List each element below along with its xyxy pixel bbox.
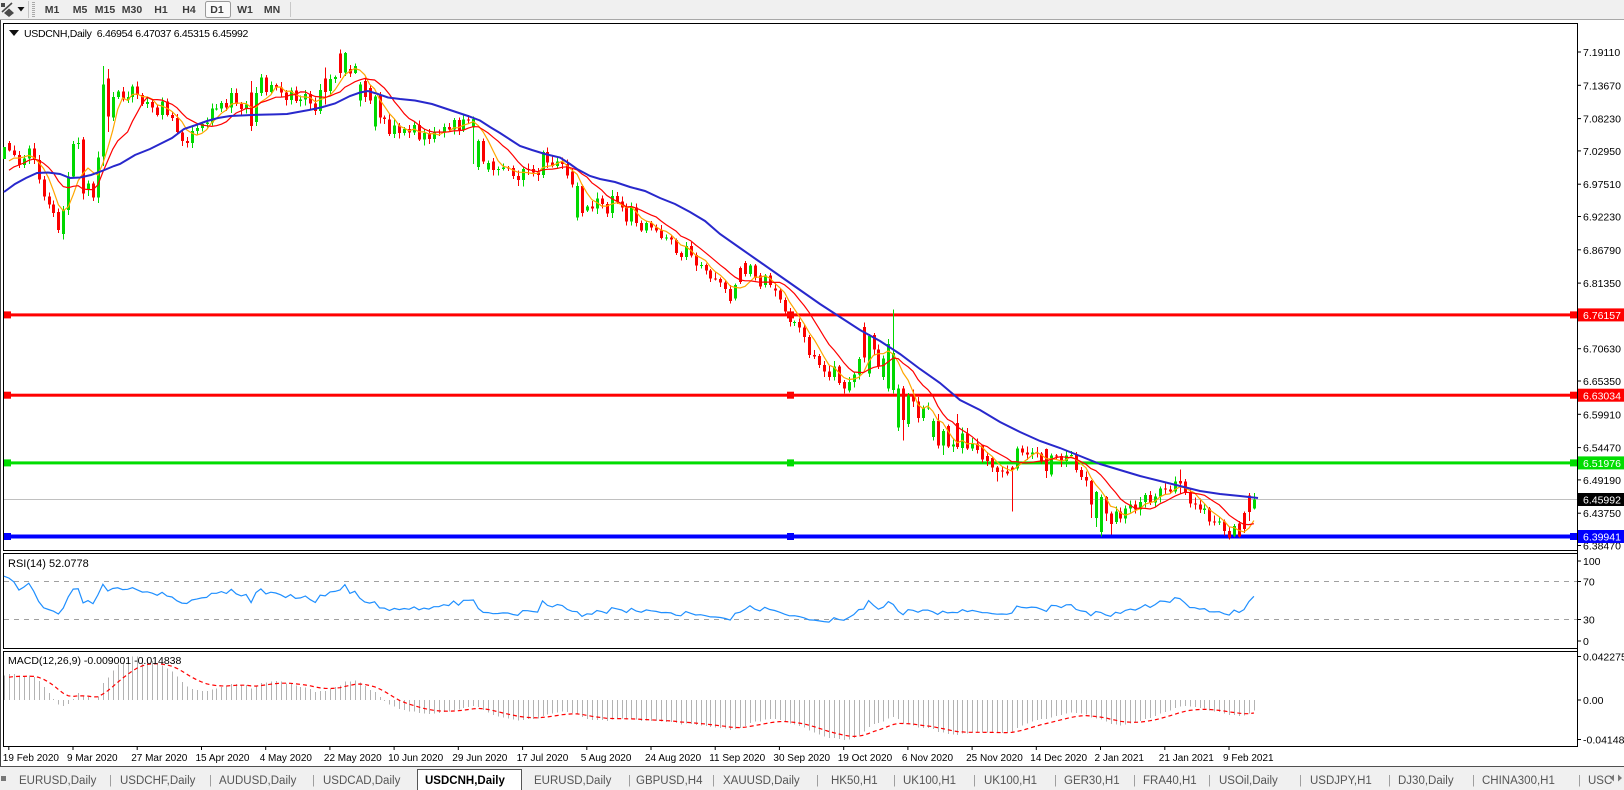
svg-text:|: |	[712, 775, 715, 787]
svg-text:9 Mar 2020: 9 Mar 2020	[67, 753, 118, 764]
svg-text:D1: D1	[210, 4, 224, 16]
svg-text:|: |	[1578, 775, 1581, 787]
svg-text:5 Aug 2020: 5 Aug 2020	[581, 753, 632, 764]
svg-text:6.76157: 6.76157	[1583, 310, 1621, 322]
svg-text:7.02950: 7.02950	[1583, 146, 1621, 158]
svg-text:|: |	[1133, 775, 1136, 787]
svg-text:11 Sep 2020: 11 Sep 2020	[709, 753, 765, 764]
svg-text:19 Feb 2020: 19 Feb 2020	[3, 753, 60, 764]
svg-text:H4: H4	[182, 4, 196, 16]
svg-text:GER30,H1: GER30,H1	[1064, 775, 1120, 787]
svg-text:9 Feb 2021: 9 Feb 2021	[1223, 753, 1274, 764]
svg-text:W1: W1	[237, 4, 253, 16]
svg-text:MACD(12,26,9) -0.009001 -0.014: MACD(12,26,9) -0.009001 -0.014838	[8, 655, 182, 667]
svg-text:6.51976: 6.51976	[1583, 458, 1621, 470]
svg-text:CHINA300,H1: CHINA300,H1	[1482, 775, 1555, 787]
svg-text:M1: M1	[45, 4, 60, 16]
svg-text:100: 100	[1583, 556, 1601, 568]
svg-text:H1: H1	[154, 4, 168, 16]
svg-text:17 Jul 2020: 17 Jul 2020	[517, 753, 569, 764]
svg-text:UK100,H1: UK100,H1	[903, 775, 956, 787]
svg-text:EURUSD,Daily: EURUSD,Daily	[534, 775, 612, 787]
svg-text:EURUSD,Daily: EURUSD,Daily	[19, 775, 97, 787]
svg-text:|: |	[816, 775, 819, 787]
svg-text:6.38470: 6.38470	[1583, 541, 1621, 553]
svg-text:21 Jan 2021: 21 Jan 2021	[1159, 753, 1214, 764]
svg-text:0.00: 0.00	[1583, 695, 1604, 707]
svg-text:2 Jan 2021: 2 Jan 2021	[1095, 753, 1145, 764]
svg-text:6.97510: 6.97510	[1583, 179, 1621, 191]
svg-text:6.54470: 6.54470	[1583, 443, 1621, 455]
svg-text:6.49190: 6.49190	[1583, 475, 1621, 487]
svg-text:USDCAD,Daily: USDCAD,Daily	[323, 775, 401, 787]
svg-text:25 Nov 2020: 25 Nov 2020	[966, 753, 1023, 764]
svg-text:0.042275: 0.042275	[1583, 652, 1624, 664]
svg-text:10 Jun 2020: 10 Jun 2020	[388, 753, 443, 764]
svg-text:-0.04148: -0.04148	[1583, 735, 1624, 747]
svg-text:AUDUSD,Daily: AUDUSD,Daily	[219, 775, 297, 787]
svg-text:MN: MN	[264, 4, 280, 16]
svg-text:|: |	[1054, 775, 1057, 787]
svg-text:USDJPY,H1: USDJPY,H1	[1310, 775, 1372, 787]
svg-text:XAUUSD,Daily: XAUUSD,Daily	[723, 775, 800, 787]
svg-text:6 Nov 2020: 6 Nov 2020	[902, 753, 954, 764]
svg-text:6.86790: 6.86790	[1583, 245, 1621, 257]
svg-text:6.63034: 6.63034	[1583, 390, 1621, 402]
svg-text:6.81350: 6.81350	[1583, 278, 1621, 290]
svg-text:6.59910: 6.59910	[1583, 409, 1621, 421]
svg-text:30 Sep 2020: 30 Sep 2020	[773, 753, 830, 764]
svg-text:|: |	[209, 775, 212, 787]
svg-text:|: |	[1388, 775, 1391, 787]
svg-text:0: 0	[1583, 636, 1589, 648]
svg-text:30: 30	[1583, 615, 1595, 627]
svg-text:27 Mar 2020: 27 Mar 2020	[131, 753, 188, 764]
svg-text:6.65350: 6.65350	[1583, 376, 1621, 388]
svg-text:|: |	[312, 775, 315, 787]
svg-text:DJ30,Daily: DJ30,Daily	[1398, 775, 1454, 787]
svg-text:15 Apr 2020: 15 Apr 2020	[196, 753, 250, 764]
svg-text:19 Oct 2020: 19 Oct 2020	[838, 753, 893, 764]
svg-text:70: 70	[1583, 577, 1595, 589]
svg-text:24 Aug 2020: 24 Aug 2020	[645, 753, 702, 764]
svg-text:HK50,H1: HK50,H1	[831, 775, 878, 787]
svg-text:6.39941: 6.39941	[1583, 532, 1621, 544]
svg-text:M5: M5	[73, 4, 88, 16]
svg-text:USDCNH,Daily 6.46954 6.47037: USDCNH,Daily 6.46954 6.47037 6.45315 6.4…	[24, 28, 249, 40]
svg-text:6.92230: 6.92230	[1583, 212, 1621, 224]
svg-text:7.13670: 7.13670	[1583, 80, 1621, 92]
svg-text:M15: M15	[95, 4, 116, 16]
svg-text:29 Jun 2020: 29 Jun 2020	[452, 753, 507, 764]
svg-text:M30: M30	[122, 4, 143, 16]
svg-text:USDCNH,Daily: USDCNH,Daily	[425, 775, 505, 787]
svg-text:FRA40,H1: FRA40,H1	[1143, 775, 1197, 787]
svg-text:USDCHF,Daily: USDCHF,Daily	[120, 775, 196, 787]
svg-text:6.43750: 6.43750	[1583, 508, 1621, 520]
svg-text:|: |	[1299, 775, 1302, 787]
svg-text:|: |	[973, 775, 976, 787]
svg-text:4 May 2020: 4 May 2020	[260, 753, 313, 764]
svg-text:|: |	[628, 775, 631, 787]
svg-text:USOil,Daily: USOil,Daily	[1219, 775, 1278, 787]
svg-text:22 May 2020: 22 May 2020	[324, 753, 382, 764]
svg-text:RSI(14) 52.0778: RSI(14) 52.0778	[8, 558, 89, 570]
svg-text:GBPUSD,H4: GBPUSD,H4	[636, 775, 703, 787]
svg-text:14 Dec 2020: 14 Dec 2020	[1030, 753, 1087, 764]
svg-text:|: |	[1472, 775, 1475, 787]
svg-text:6.45992: 6.45992	[1583, 495, 1621, 507]
svg-text:6.70630: 6.70630	[1583, 344, 1621, 356]
svg-text:UK100,H1: UK100,H1	[984, 775, 1037, 787]
svg-text:7.19110: 7.19110	[1583, 47, 1620, 59]
svg-text:|: |	[893, 775, 896, 787]
svg-text:7.08230: 7.08230	[1583, 114, 1621, 126]
svg-text:|: |	[109, 775, 112, 787]
svg-text:|: |	[1208, 775, 1211, 787]
svg-text:USC: USC	[1588, 775, 1612, 787]
